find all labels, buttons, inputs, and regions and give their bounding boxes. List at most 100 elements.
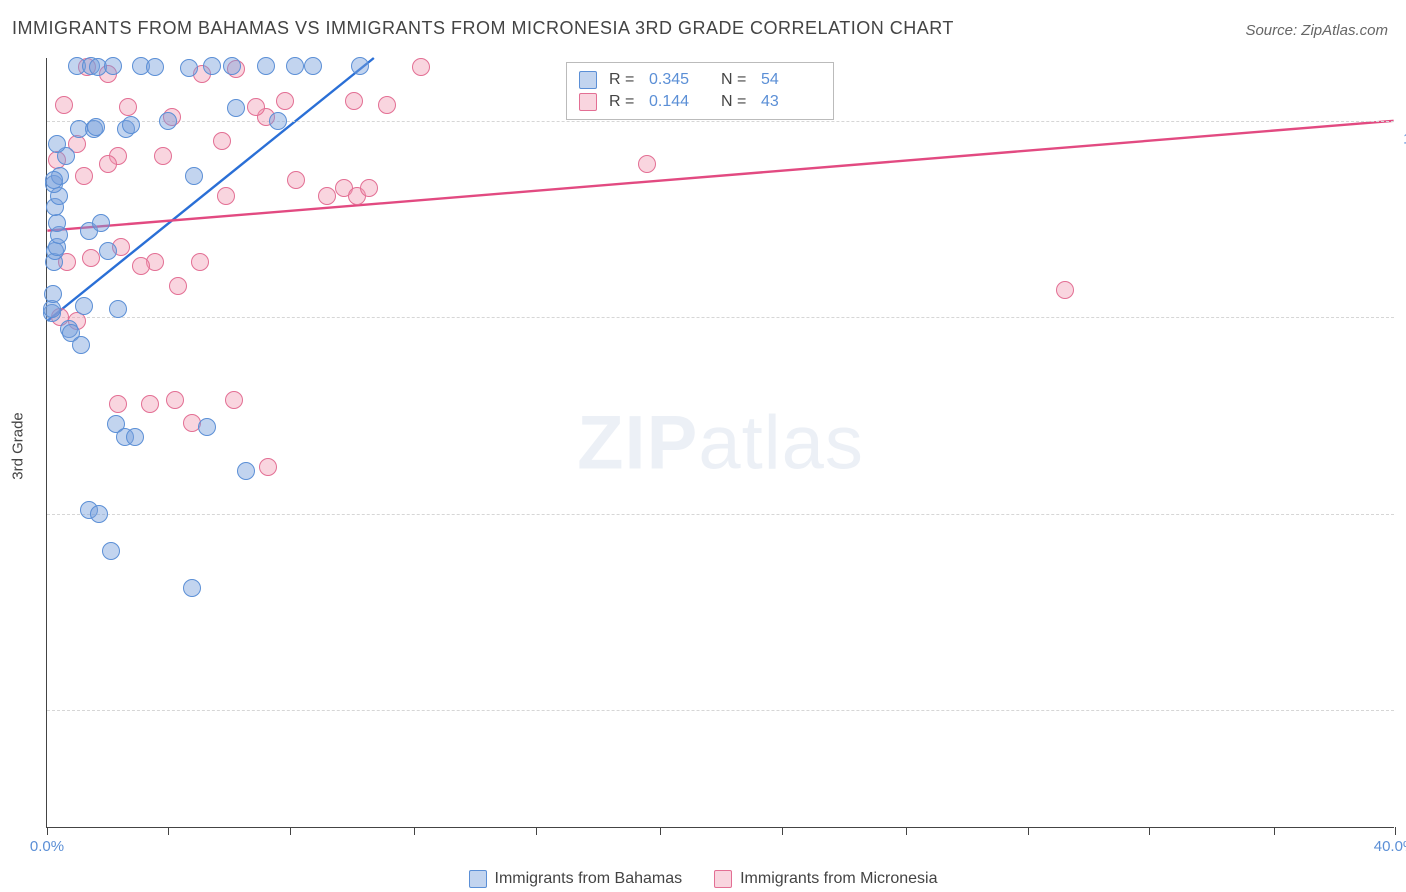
n-label: N = [721, 71, 749, 89]
scatter-point-micronesia [360, 179, 378, 197]
legend-correlation-row: R =0.144N =43 [579, 91, 821, 113]
scatter-point-bahamas [351, 57, 369, 75]
x-tick [1274, 827, 1275, 835]
page-title: IMMIGRANTS FROM BAHAMAS VS IMMIGRANTS FR… [12, 18, 954, 39]
scatter-point-micronesia [166, 391, 184, 409]
n-value: 54 [761, 71, 821, 89]
x-tick-label: 0.0% [30, 838, 64, 855]
r-label: R = [609, 93, 637, 111]
gridline [47, 514, 1394, 515]
scatter-point-micronesia [259, 458, 277, 476]
watermark-text: ZIPatlas [577, 399, 864, 486]
scatter-point-bahamas [286, 57, 304, 75]
scatter-point-bahamas [48, 214, 66, 232]
x-tick [1395, 827, 1396, 835]
legend-swatch [579, 71, 597, 89]
scatter-point-bahamas [48, 135, 66, 153]
x-tick [290, 827, 291, 835]
scatter-point-micronesia [109, 395, 127, 413]
chart-container: IMMIGRANTS FROM BAHAMAS VS IMMIGRANTS FR… [0, 0, 1406, 892]
scatter-point-micronesia [217, 187, 235, 205]
scatter-point-bahamas [87, 118, 105, 136]
scatter-point-bahamas [90, 505, 108, 523]
scatter-point-bahamas [185, 167, 203, 185]
x-tick [414, 827, 415, 835]
source-label: Source: ZipAtlas.com [1245, 22, 1388, 39]
regression-lines-layer [47, 58, 1394, 827]
legend-series-label: Immigrants from Micronesia [740, 870, 937, 888]
scatter-point-micronesia [378, 96, 396, 114]
scatter-point-micronesia [345, 92, 363, 110]
scatter-point-bahamas [102, 542, 120, 560]
legend-swatch [579, 93, 597, 111]
scatter-point-bahamas [45, 171, 63, 189]
regression-line-micronesia [47, 121, 1393, 231]
scatter-point-micronesia [82, 249, 100, 267]
scatter-point-micronesia [412, 58, 430, 76]
scatter-point-bahamas [304, 57, 322, 75]
n-label: N = [721, 93, 749, 111]
x-tick [906, 827, 907, 835]
scatter-point-bahamas [75, 297, 93, 315]
scatter-point-bahamas [146, 58, 164, 76]
x-tick [1149, 827, 1150, 835]
scatter-point-bahamas [227, 99, 245, 117]
scatter-point-micronesia [318, 187, 336, 205]
x-tick-label: 40.0% [1374, 838, 1406, 855]
scatter-point-bahamas [122, 116, 140, 134]
scatter-point-bahamas [104, 57, 122, 75]
scatter-point-bahamas [109, 300, 127, 318]
r-value: 0.144 [649, 93, 709, 111]
scatter-point-micronesia [141, 395, 159, 413]
x-tick [1028, 827, 1029, 835]
scatter-point-micronesia [55, 96, 73, 114]
legend-swatch [469, 870, 487, 888]
legend-series-label: Immigrants from Bahamas [495, 870, 683, 888]
r-label: R = [609, 71, 637, 89]
scatter-point-micronesia [225, 391, 243, 409]
legend-series-item: Immigrants from Micronesia [714, 870, 937, 888]
scatter-point-bahamas [180, 59, 198, 77]
scatter-point-bahamas [223, 57, 241, 75]
scatter-point-bahamas [237, 462, 255, 480]
scatter-point-micronesia [99, 155, 117, 173]
legend-series-item: Immigrants from Bahamas [469, 870, 683, 888]
gridline [47, 121, 1394, 122]
x-tick [168, 827, 169, 835]
gridline [47, 317, 1394, 318]
r-value: 0.345 [649, 71, 709, 89]
scatter-point-bahamas [198, 418, 216, 436]
scatter-point-micronesia [213, 132, 231, 150]
scatter-point-micronesia [169, 277, 187, 295]
scatter-point-bahamas [269, 112, 287, 130]
scatter-point-micronesia [638, 155, 656, 173]
legend-series: Immigrants from Bahamas Immigrants from M… [0, 870, 1406, 888]
scatter-point-micronesia [132, 257, 150, 275]
scatter-point-micronesia [191, 253, 209, 271]
scatter-point-bahamas [72, 336, 90, 354]
scatter-point-bahamas [44, 285, 62, 303]
scatter-point-bahamas [257, 57, 275, 75]
legend-correlation-row: R = 0.345 N = 54 [579, 69, 821, 91]
x-tick [660, 827, 661, 835]
scatter-point-micronesia [1056, 281, 1074, 299]
scatter-point-bahamas [183, 579, 201, 597]
scatter-point-micronesia [154, 147, 172, 165]
scatter-point-micronesia [247, 98, 265, 116]
scatter-point-micronesia [119, 98, 137, 116]
x-tick [782, 827, 783, 835]
scatter-point-bahamas [126, 428, 144, 446]
scatter-point-bahamas [92, 214, 110, 232]
scatter-point-micronesia [75, 167, 93, 185]
scatter-point-bahamas [203, 57, 221, 75]
scatter-point-bahamas [159, 112, 177, 130]
legend-swatch [714, 870, 732, 888]
x-tick [536, 827, 537, 835]
x-tick [47, 827, 48, 835]
plot-area: ZIPatlas 92.5%95.0%97.5%100.0%0.0%40.0% [46, 58, 1394, 828]
y-axis-title: 3rd Grade [10, 412, 27, 480]
scatter-point-bahamas [99, 242, 117, 260]
gridline [47, 710, 1394, 711]
legend-correlation-box: R =0.345N =54R =0.144N =43 [566, 62, 834, 120]
scatter-point-micronesia [276, 92, 294, 110]
